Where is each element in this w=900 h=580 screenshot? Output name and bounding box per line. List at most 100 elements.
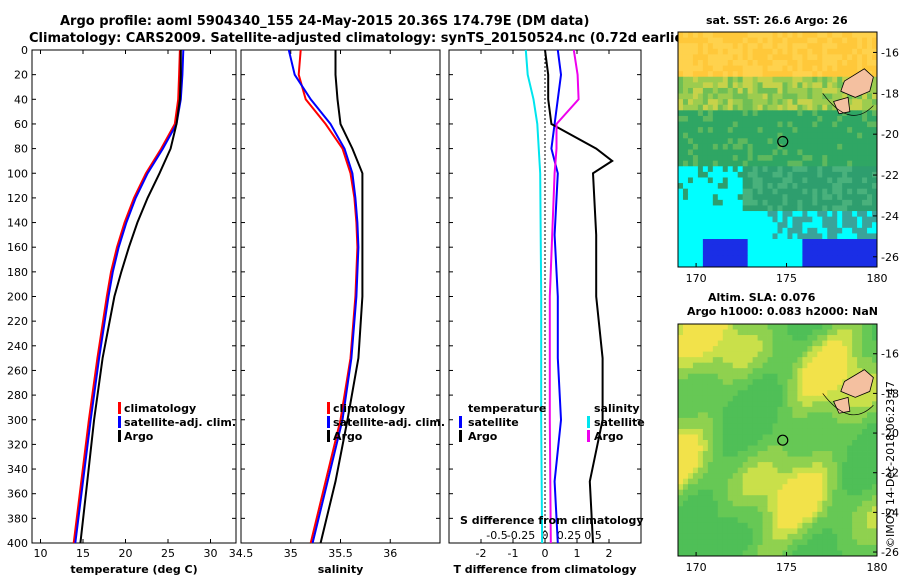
- map-cell: [867, 329, 873, 336]
- map-cell: [678, 544, 684, 551]
- map-cell: [737, 395, 744, 402]
- map-cell: [857, 489, 863, 496]
- map-cell: [752, 550, 759, 557]
- map-cell: [727, 155, 734, 162]
- map-cell: [712, 434, 719, 441]
- map-cell: [822, 500, 828, 507]
- map-cell: [857, 171, 863, 178]
- map-cell: [782, 550, 788, 557]
- map-cell: [767, 335, 773, 341]
- s-tick-label: 0.25: [557, 529, 582, 542]
- map-cell: [812, 484, 818, 491]
- map-cell: [702, 71, 709, 78]
- map-cell: [732, 451, 739, 457]
- map-cell: [697, 357, 704, 364]
- map-cell: [847, 115, 853, 122]
- map-cell: [867, 428, 873, 435]
- map-cell: [802, 171, 808, 178]
- map-cell: [687, 104, 694, 111]
- map-cell: [742, 160, 749, 167]
- map-cell: [807, 544, 813, 551]
- map-cell: [792, 489, 798, 496]
- map-cell: [707, 244, 714, 251]
- map-cell: [727, 351, 734, 358]
- map-cell: [707, 362, 714, 369]
- map-cell: [822, 71, 828, 78]
- map-cell: [687, 87, 694, 94]
- map-cell: [872, 71, 878, 78]
- map-cell: [827, 93, 833, 100]
- map-cell: [802, 115, 808, 122]
- map-cell: [702, 401, 709, 408]
- map-cell: [742, 484, 749, 491]
- map-cell: [802, 390, 808, 397]
- map-cell: [697, 166, 704, 173]
- map-cell: [772, 48, 778, 55]
- map-cell: [717, 357, 724, 364]
- argo-location-marker: [777, 135, 789, 148]
- map-cell: [812, 478, 818, 485]
- map-cell: [842, 467, 848, 474]
- map-cell: [717, 329, 724, 336]
- map-cell: [807, 517, 813, 524]
- map-cell: [722, 233, 729, 240]
- map-cell: [802, 48, 808, 55]
- map-cell: [817, 368, 823, 375]
- map-cell: [682, 71, 689, 78]
- map-cell: [752, 428, 759, 435]
- map-cell: [857, 166, 863, 173]
- map-cell: [872, 99, 878, 106]
- map-cell: [732, 539, 739, 546]
- map-cell: [787, 417, 793, 424]
- map-cell: [692, 500, 699, 507]
- map-cell: [742, 462, 749, 469]
- map-cell: [772, 340, 778, 347]
- map-cell: [732, 478, 739, 485]
- map-cell: [707, 495, 714, 502]
- map-cell: [678, 216, 684, 223]
- map-cell: [787, 395, 793, 402]
- map-cell: [687, 467, 694, 474]
- map-cell: [767, 171, 773, 178]
- map-cell: [732, 216, 739, 223]
- map-cell: [717, 539, 724, 546]
- map-cell: [678, 194, 684, 201]
- map-cell: [742, 177, 749, 184]
- map-cell: [842, 473, 848, 480]
- map-cell: [702, 412, 709, 419]
- map-cell: [777, 401, 783, 408]
- map-cell: [732, 250, 739, 257]
- map-cell: [697, 205, 704, 212]
- map-cell: [752, 417, 759, 424]
- map-cell: [762, 406, 768, 413]
- map-cell: [678, 329, 684, 336]
- map-cell: [802, 155, 808, 162]
- map-cell: [747, 544, 754, 551]
- map-cell: [747, 379, 754, 386]
- legend-swatch-s-argo: [587, 430, 590, 442]
- map-cell: [782, 500, 788, 507]
- map-cell: [817, 340, 823, 347]
- map-cell: [772, 417, 778, 424]
- map-cell: [872, 160, 878, 167]
- map-cell: [797, 346, 803, 353]
- map-cell: [717, 160, 724, 167]
- map-cell: [787, 115, 793, 122]
- map-cell: [762, 528, 768, 535]
- map-cell: [857, 324, 863, 330]
- map-cell: [682, 522, 689, 529]
- map-cell: [862, 188, 868, 195]
- map-cell: [727, 462, 734, 469]
- map-cell: [817, 93, 823, 100]
- map-cell: [737, 351, 744, 358]
- map-cell: [777, 76, 783, 83]
- map-cell: [842, 550, 848, 557]
- map-cell: [792, 544, 798, 551]
- map-cell: [697, 59, 704, 66]
- map-cell: [847, 255, 853, 262]
- map-cell: [727, 368, 734, 375]
- map-cell: [817, 517, 823, 524]
- map-cell: [702, 484, 709, 491]
- map-cell: [742, 362, 749, 369]
- map-cell: [852, 357, 858, 364]
